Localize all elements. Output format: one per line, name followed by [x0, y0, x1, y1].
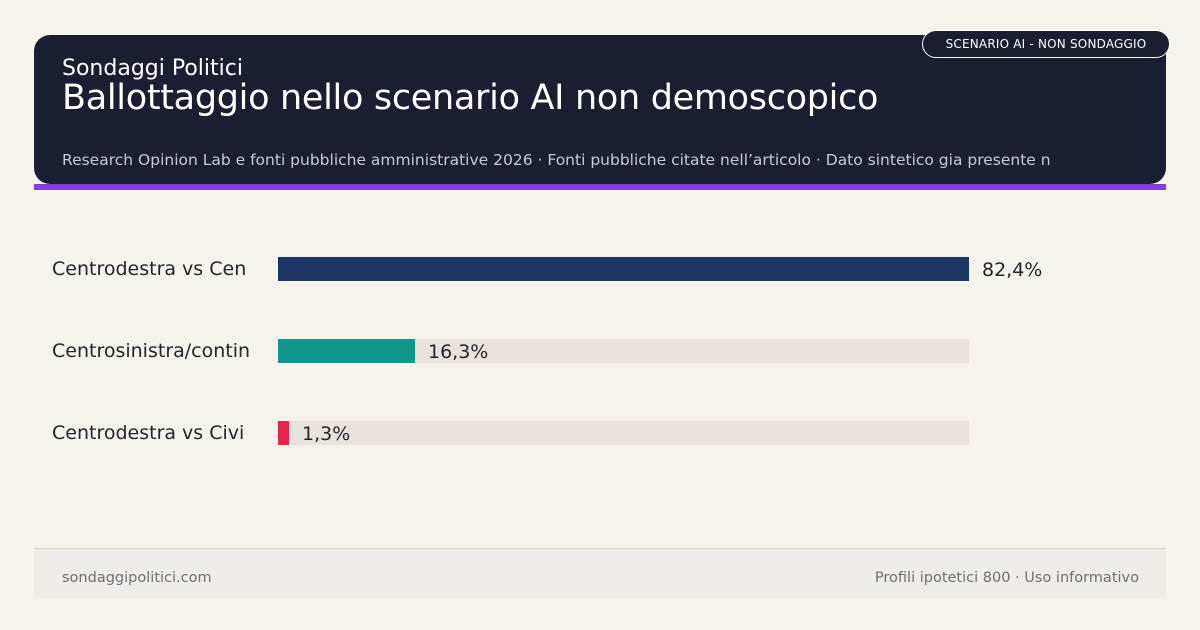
footer-site[interactable]: sondaggipolitici.com — [62, 570, 212, 586]
footer-note: Profili ipotetici 800 · Uso informativo — [874, 570, 1139, 586]
sources-text: Research Opinion Lab e fonti pubbliche a… — [62, 151, 1051, 169]
category-label: Centrodestra vs Civi — [52, 422, 245, 444]
category-label: Centrosinistra/contin — [52, 340, 251, 362]
category-label: Centrodestra vs Cen — [52, 258, 247, 280]
value-label: 82,4% — [982, 259, 1043, 281]
bar — [278, 339, 415, 363]
scenario-badge: SCENARIO AI - NON SONDAGGIO — [922, 30, 1170, 58]
bar-track — [278, 421, 969, 445]
bar — [278, 421, 289, 445]
accent-divider — [34, 184, 1166, 190]
brand-name: Sondaggi Politici — [62, 56, 243, 81]
footer: sondaggipolitici.com Profili ipotetici 8… — [34, 548, 1166, 598]
header-panel — [34, 35, 1166, 184]
value-label: 16,3% — [428, 341, 489, 363]
bar — [278, 257, 969, 281]
chart-title: Ballottaggio nello scenario AI non demos… — [62, 78, 879, 118]
value-label: 1,3% — [302, 423, 351, 445]
